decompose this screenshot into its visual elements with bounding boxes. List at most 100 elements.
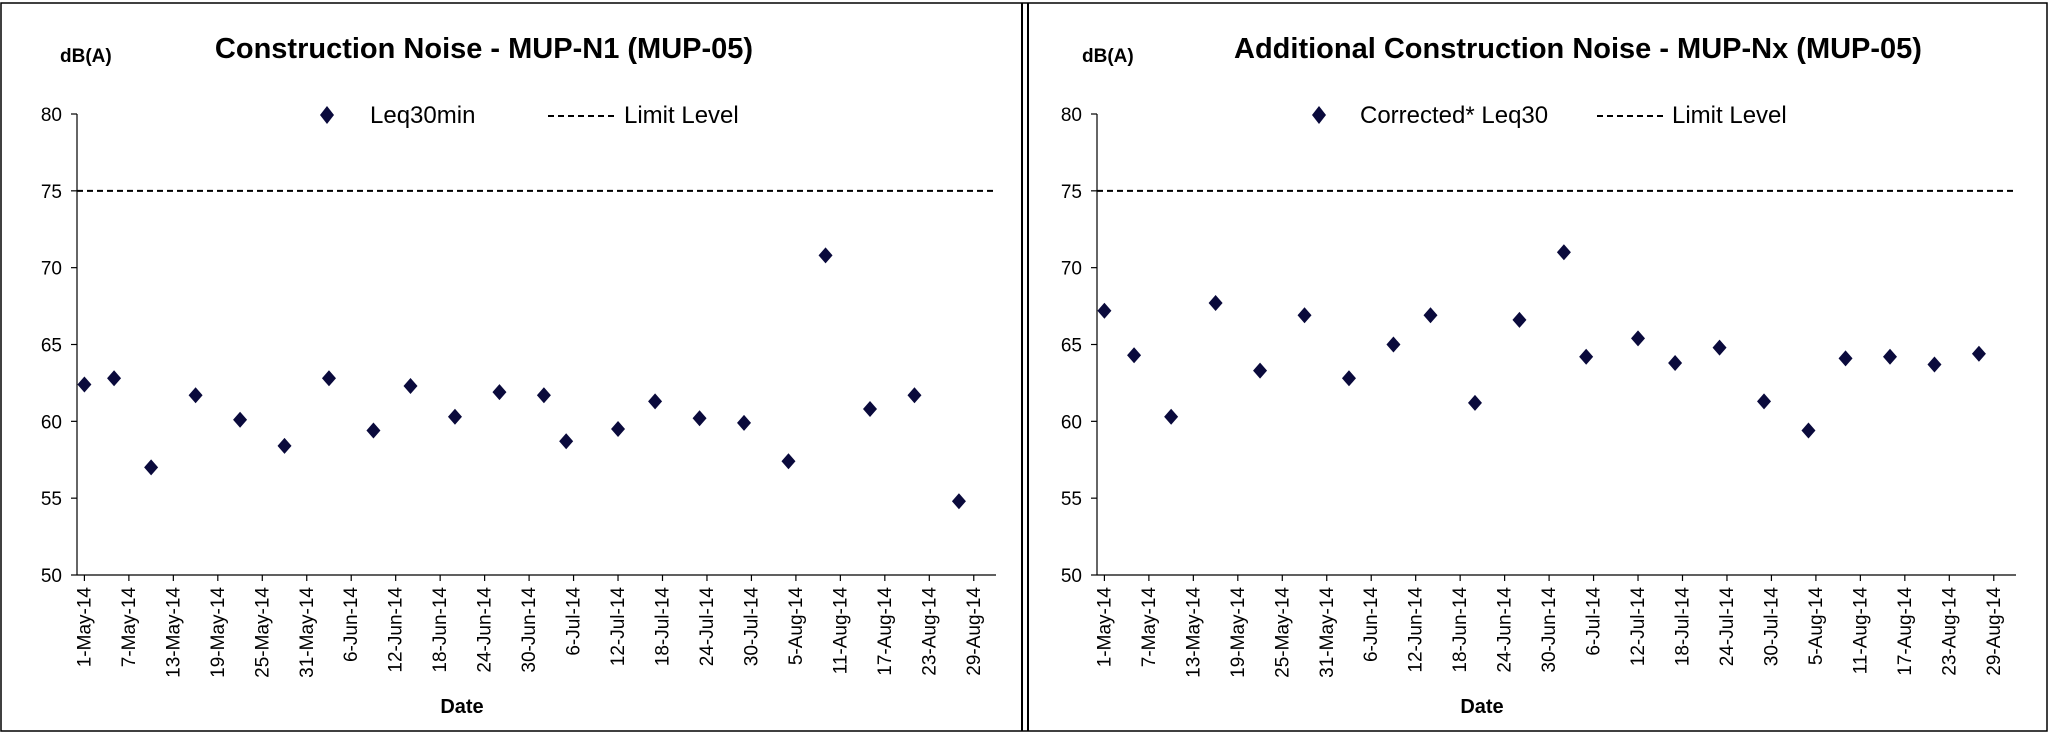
x-tick-label: 13-May-14	[1183, 587, 1204, 678]
data-point	[1127, 347, 1142, 364]
x-tick-label: 18-Jul-14	[1672, 587, 1693, 667]
x-tick-label: 12-Jun-14	[1406, 587, 1427, 673]
data-point	[366, 422, 381, 439]
data-point	[863, 401, 878, 418]
legend-diamond-marker	[320, 106, 334, 124]
legend-series-label: Corrected* Leq30	[1360, 102, 1548, 129]
x-tick-label: 12-Jun-14	[386, 587, 407, 673]
data-point	[1579, 348, 1594, 365]
x-tick-label: 19-May-14	[1228, 587, 1249, 678]
x-tick-label: 18-Jun-14	[430, 587, 451, 673]
data-point	[781, 453, 796, 470]
data-point	[1164, 408, 1179, 425]
y-tick-label: 75	[41, 182, 62, 203]
data-point	[611, 421, 626, 438]
x-tick-label: 17-Aug-14	[1895, 587, 1916, 676]
data-point	[907, 387, 922, 404]
legend: Leq30min Limit Level	[320, 102, 739, 129]
x-tick-label: 17-Aug-14	[875, 587, 896, 676]
y-tick-label: 55	[1061, 489, 1082, 510]
chart-title: Construction Noise - MUP-N1 (MUP-05)	[215, 33, 753, 65]
data-point	[1668, 354, 1683, 371]
data-point	[1757, 393, 1772, 410]
plot-area: 50 55 60 65 70 75 80 1-May-14 7-May-14 13-May-14 1…	[41, 105, 996, 678]
y-tick-label: 50	[1061, 566, 1082, 587]
x-tick-label: 18-Jun-14	[1450, 587, 1471, 673]
x-tick-label: 13-May-14	[163, 587, 184, 678]
data-point	[1801, 422, 1816, 439]
data-point	[1297, 307, 1312, 324]
x-tick-label: 18-Jul-14	[652, 587, 673, 667]
x-tick-label: 31-May-14	[1317, 587, 1338, 678]
x-tick-label: 30-Jul-14	[741, 587, 762, 667]
data-point	[1208, 295, 1223, 312]
y-tick-label: 55	[41, 489, 62, 510]
x-tick-label: 23-Aug-14	[1939, 587, 1960, 676]
data-point	[737, 414, 752, 431]
x-tick-label: 12-Jul-14	[1628, 587, 1649, 667]
x-tick-label: 5-Aug-14	[1806, 587, 1827, 666]
x-axis-label: Date	[1460, 696, 1503, 718]
x-tick-label: 31-May-14	[297, 587, 318, 678]
data-point	[1631, 330, 1646, 347]
chart-panel-right: Additional Construction Noise - MUP-Nx (…	[1061, 33, 2016, 718]
legend-diamond-marker	[1312, 106, 1326, 124]
x-tick-label: 24-Jun-14	[1495, 587, 1516, 673]
y-tick-label: 60	[41, 412, 62, 433]
data-point	[1253, 362, 1268, 379]
data-point	[559, 433, 574, 450]
chart-title: Additional Construction Noise - MUP-Nx (…	[1234, 33, 1922, 65]
x-tick-label: 30-Jun-14	[519, 587, 540, 673]
x-tick-label: 24-Jun-14	[475, 587, 496, 673]
y-tick-label: 60	[1061, 412, 1082, 433]
x-tick-label: 24-Jul-14	[697, 587, 718, 667]
x-tick-label: 30-Jun-14	[1539, 587, 1560, 673]
x-tick-label: 12-Jul-14	[608, 587, 629, 667]
data-point	[107, 370, 122, 387]
x-tick-label: 30-Jul-14	[1761, 587, 1782, 667]
data-point	[1927, 356, 1942, 373]
y-tick-label: 70	[1061, 259, 1082, 280]
data-point	[1097, 302, 1112, 319]
x-tick-label: 23-Aug-14	[919, 587, 940, 676]
x-tick-label: 6-Jun-14	[1361, 587, 1382, 662]
x-tick-label: 11-Aug-14	[1850, 587, 1871, 675]
chart-panel-left: Construction Noise - MUP-N1 (MUP-05) dB(…	[41, 33, 996, 718]
x-tick-label: 25-May-14	[1272, 587, 1293, 678]
data-point	[1712, 339, 1727, 356]
x-tick-label: 1-May-14	[74, 587, 95, 668]
x-tick-label: 19-May-14	[208, 587, 229, 678]
y-tick-label: 70	[41, 259, 62, 280]
data-point	[951, 493, 966, 510]
data-point	[1883, 348, 1898, 365]
data-point	[1556, 244, 1571, 261]
x-tick-label: 1-May-14	[1094, 587, 1115, 668]
x-axis-label: Date	[440, 696, 483, 718]
legend-limit-label: Limit Level	[1672, 102, 1787, 129]
x-tick-label: 5-Aug-14	[786, 587, 807, 666]
plot-area: 50 55 60 65 70 75 80 1-May-14 7-May-14 13-May-14 1…	[1061, 105, 2016, 678]
legend: Corrected* Leq30 Limit Level	[1312, 102, 1787, 129]
data-point	[144, 459, 159, 476]
y-tick-label: 50	[41, 566, 62, 587]
data-point	[277, 437, 292, 454]
legend-series-label: Leq30min	[370, 102, 475, 129]
legend-limit-label: Limit Level	[624, 102, 739, 129]
data-point	[188, 387, 203, 404]
x-tick-label: 11-Aug-14	[830, 587, 851, 675]
data-point	[1341, 370, 1356, 387]
data-point	[1423, 307, 1438, 324]
x-tick-label: 29-Aug-14	[964, 587, 985, 676]
x-tick-label: 7-May-14	[1139, 587, 1160, 668]
data-point	[1971, 345, 1986, 362]
x-tick-label: 25-May-14	[252, 587, 273, 678]
data-point	[492, 384, 507, 401]
data-point	[648, 393, 663, 410]
x-tick-label: 6-Jun-14	[341, 587, 362, 662]
data-point	[233, 411, 248, 428]
data-point	[1838, 350, 1853, 367]
data-point	[536, 387, 551, 404]
y-tick-label: 80	[41, 105, 62, 126]
